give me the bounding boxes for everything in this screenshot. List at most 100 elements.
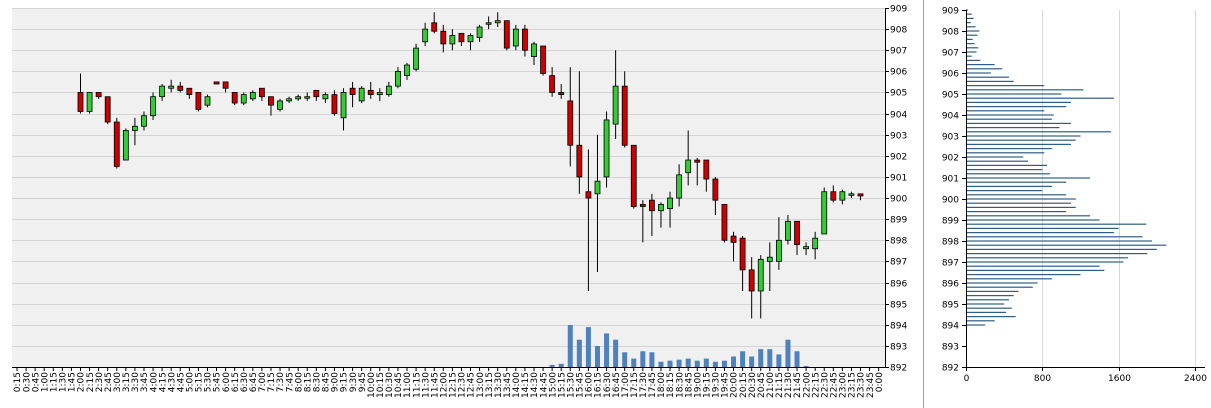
time-tick-label: 21:30	[784, 372, 794, 398]
time-tick-label: 6:00	[222, 372, 232, 392]
profile-bar	[966, 265, 1100, 267]
price-tick-label: 898	[890, 237, 907, 247]
profile-y-tick-label: 892	[942, 364, 959, 374]
candle-body	[485, 22, 492, 25]
profile-y-tick-label: 898	[942, 238, 959, 248]
time-tick-label: 20:15	[739, 372, 749, 398]
time-tick-label: 16:30	[603, 372, 613, 398]
candle-body	[775, 239, 782, 262]
candle-body	[821, 191, 828, 235]
time-tick-label: 20:00	[730, 372, 740, 398]
profile-bar	[966, 164, 1048, 166]
candle-body	[585, 191, 592, 199]
candle-body	[576, 144, 583, 178]
time-tick-label: 8:30	[313, 372, 323, 392]
profile-bar	[966, 223, 1147, 225]
plot-area	[12, 8, 885, 367]
volume-bar	[676, 359, 682, 367]
candle-body	[195, 92, 202, 110]
profile-bar	[966, 211, 1067, 213]
profile-bar	[966, 269, 1105, 271]
profile-bar	[966, 278, 1052, 280]
profile-bar	[966, 118, 1052, 120]
profile-y-tick-label: 907	[942, 49, 959, 59]
time-tick-label: 4:15	[158, 372, 168, 392]
candle-body	[95, 92, 102, 98]
profile-bar	[966, 59, 981, 61]
profile-bar	[966, 17, 974, 19]
volume-bar	[767, 349, 773, 367]
candle-body	[222, 81, 229, 89]
profile-bar	[966, 127, 1060, 129]
candle-body	[295, 96, 302, 100]
candle-body	[277, 100, 283, 110]
volume-bar	[785, 339, 791, 367]
time-tick-label: 3:15	[122, 372, 132, 392]
price-tick-label: 903	[890, 132, 907, 142]
candle-body	[630, 144, 637, 207]
profile-bar	[966, 55, 972, 57]
time-tick-label: 15:00	[548, 372, 558, 398]
profile-bar	[966, 244, 1167, 246]
time-tick-label: 23:15	[848, 372, 858, 398]
profile-bar	[966, 307, 1012, 309]
candle-body	[249, 92, 256, 100]
candle-body	[639, 203, 646, 207]
profile-bar	[966, 303, 1005, 305]
time-tick-label: 18:45	[684, 372, 694, 398]
profile-bar	[966, 148, 1052, 150]
profile-bar	[966, 169, 1043, 171]
candle-body	[349, 87, 356, 95]
candle-body	[676, 174, 683, 199]
candle-body	[304, 96, 311, 99]
candle-body	[794, 220, 800, 245]
volume-bar	[694, 360, 700, 367]
profile-y-tick-label: 901	[942, 175, 959, 185]
price-tick-label: 895	[890, 301, 907, 311]
candle-body	[612, 85, 619, 125]
profile-x-tick-label: 0	[964, 374, 970, 384]
profile-bar	[966, 227, 1119, 229]
profile-bar	[966, 181, 1067, 183]
time-tick-label: 5:00	[186, 372, 196, 392]
candle-body	[857, 193, 864, 197]
profile-bar	[966, 320, 995, 322]
profile-bar	[966, 299, 1009, 301]
time-tick-label: 10:45	[394, 372, 404, 398]
volume-bar	[631, 358, 637, 367]
profile-bar	[966, 152, 1045, 154]
time-tick-label: 17:30	[639, 372, 649, 398]
time-tick-label: 1:45	[68, 372, 78, 392]
profile-bar	[966, 114, 1054, 116]
candle-body	[286, 98, 293, 102]
profile-bar	[966, 198, 1076, 200]
volume-bar	[794, 351, 800, 367]
candle-body	[258, 87, 265, 98]
candle-body	[848, 193, 855, 196]
time-tick-label: 22:45	[830, 372, 840, 398]
time-tick-label: 15:30	[566, 372, 576, 398]
profile-bar	[966, 160, 1029, 162]
volume-bar	[585, 327, 591, 367]
time-tick-label: 22:30	[820, 372, 830, 398]
time-tick-label: 12:30	[458, 372, 468, 398]
candle-body	[431, 22, 438, 32]
candle-body	[730, 235, 737, 243]
profile-y-tick-label: 894	[942, 322, 959, 332]
profile-x-tick-label: 2400	[1184, 374, 1207, 384]
time-tick-label: 14:00	[512, 372, 522, 398]
time-tick-label: 8:15	[303, 372, 313, 392]
candle-body	[712, 178, 719, 201]
candle-body	[376, 92, 383, 95]
profile-bar	[966, 110, 1045, 112]
profile-bar	[966, 324, 986, 326]
profile-bar	[966, 93, 1062, 95]
profile-bar	[966, 194, 1067, 196]
time-tick-label: 7:15	[267, 372, 277, 392]
price-tick-label: 892	[890, 364, 907, 374]
candle-body	[340, 92, 347, 119]
time-tick-label: 18:00	[657, 372, 667, 398]
price-tick-label: 896	[890, 280, 907, 290]
time-tick-label: 5:45	[213, 372, 223, 392]
candle-body	[703, 159, 710, 180]
